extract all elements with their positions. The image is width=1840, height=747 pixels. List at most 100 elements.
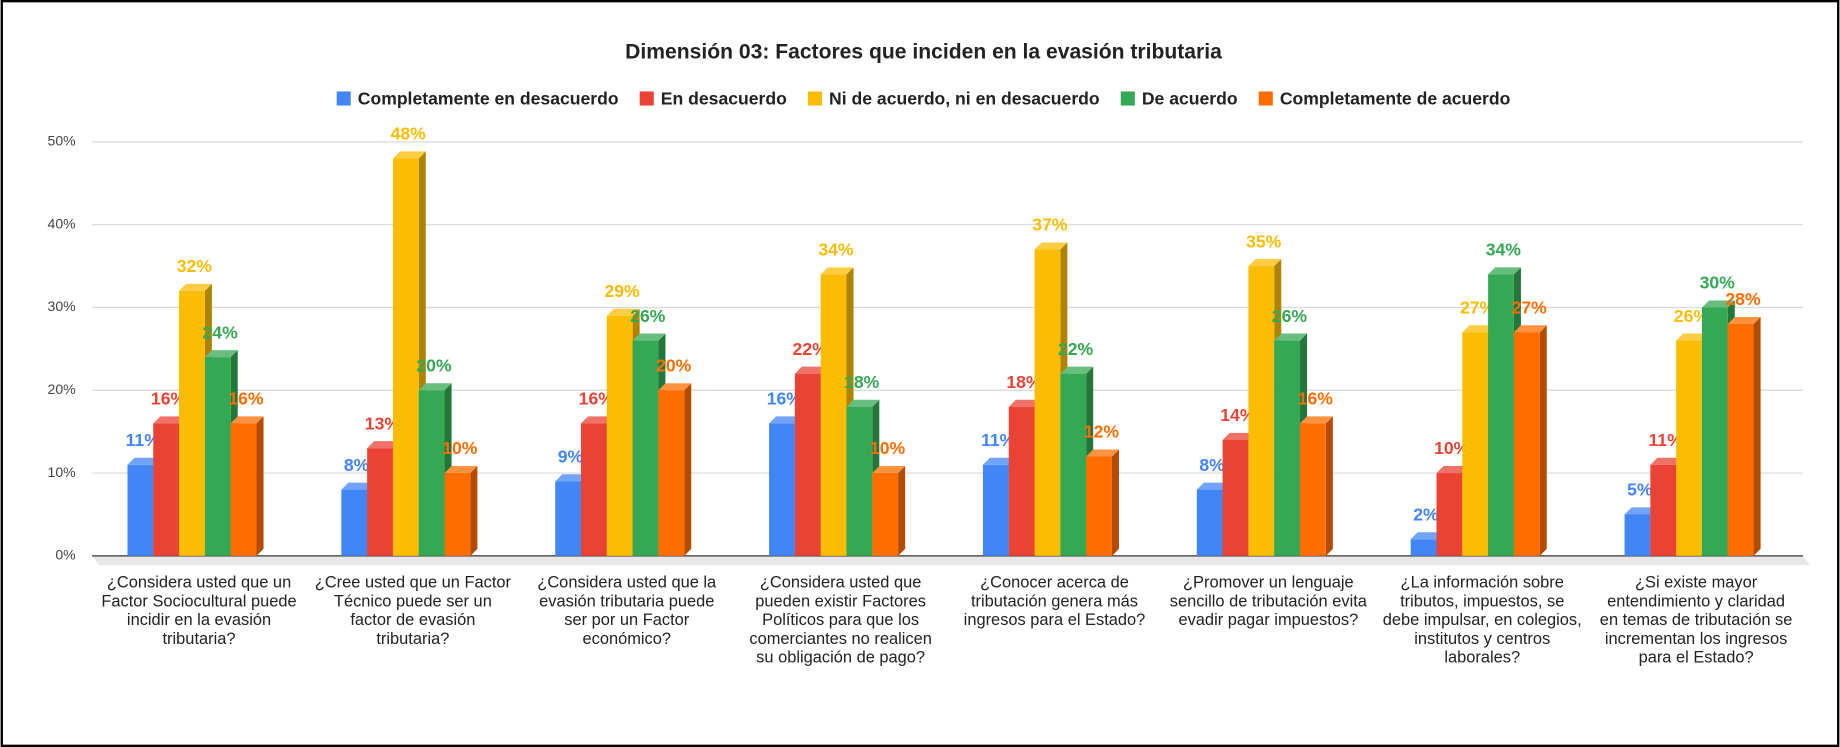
legend-swatch (1258, 91, 1273, 106)
bar (820, 274, 847, 556)
bar (1060, 373, 1087, 556)
bar-top (230, 416, 264, 424)
data-label: 8% (1199, 455, 1225, 475)
data-label: 2% (1413, 504, 1439, 524)
bar-side (256, 416, 264, 556)
bar-top (1248, 259, 1282, 267)
bar (1701, 307, 1728, 556)
bar (444, 473, 471, 556)
data-label: 34% (1486, 240, 1522, 260)
bar-top (1650, 457, 1684, 465)
bar (1462, 332, 1489, 556)
data-label: 35% (1246, 231, 1282, 251)
data-label: 30% (1700, 273, 1736, 293)
legend-item: En desacuerdo (639, 88, 787, 108)
bar-top (606, 308, 640, 316)
data-label: 34% (818, 240, 854, 260)
data-label: 10% (442, 438, 478, 458)
bar-top (1060, 366, 1094, 374)
data-label: 48% (391, 124, 427, 144)
data-label: 16% (151, 389, 187, 409)
x-tick-label: ¿Considera usted que un Factor Sociocult… (101, 572, 297, 648)
bar (632, 340, 659, 556)
bar (179, 290, 205, 556)
bar-top (179, 283, 212, 291)
data-label: 12% (1084, 422, 1120, 442)
bar-top (1624, 507, 1658, 515)
data-label: 11% (126, 430, 161, 450)
floor (92, 555, 1811, 566)
bar-top (1513, 325, 1547, 333)
bar-top (1436, 466, 1470, 474)
bar (581, 423, 607, 556)
data-label: 27% (1512, 298, 1548, 318)
bar-top (1727, 317, 1761, 325)
bar (230, 423, 257, 556)
x-tick-label-box: ¿Cree usted que un Factor Técnico puede … (314, 572, 511, 648)
data-label: 26% (1272, 306, 1308, 326)
y-tick-label: 20% (48, 381, 76, 397)
bar (1650, 464, 1677, 556)
bar (606, 315, 633, 556)
data-label: 22% (1058, 339, 1094, 359)
bar-top (341, 482, 375, 490)
bar-top (982, 457, 1016, 465)
bar-side (1539, 325, 1547, 556)
bar (1488, 274, 1514, 556)
data-label: 28% (1725, 289, 1761, 309)
bar (1300, 423, 1326, 556)
bar-top (444, 466, 478, 474)
bar-side (684, 383, 692, 556)
bar (1274, 340, 1301, 556)
x-tick-label-box: ¿La información sobre tributos, impuesto… (1383, 572, 1582, 666)
bar-top (1488, 267, 1521, 275)
bar-top (1196, 482, 1230, 490)
x-tick-label-box: ¿Considera usted que pueden existir Fact… (749, 572, 932, 667)
bar-top (1274, 333, 1308, 341)
data-label: 32% (177, 256, 213, 276)
bar-top (794, 366, 828, 374)
bar (341, 489, 368, 556)
data-label: 18% (1006, 372, 1042, 392)
x-tick-label: ¿Considera usted que la evasión tributar… (537, 572, 717, 648)
bar (204, 357, 231, 556)
bar-top (1034, 242, 1068, 250)
data-label: 20% (656, 355, 692, 375)
bar-top (872, 466, 906, 474)
x-tick-label: ¿Si existe mayor entendimiento y clarida… (1599, 572, 1793, 667)
bar (153, 423, 180, 556)
data-label: 27% (1460, 298, 1496, 318)
legend-label: Completamente en desacuerdo (358, 88, 619, 108)
data-label: 16% (767, 389, 803, 409)
y-tick-label: 30% (48, 298, 76, 314)
bar (982, 464, 1009, 556)
data-label: 5% (1627, 480, 1653, 500)
legend-item: De acuerdo (1120, 88, 1238, 108)
data-label: 9% (558, 447, 584, 467)
legend-label: Ni de acuerdo, ni en desacuerdo (829, 88, 1100, 108)
bar-side (898, 466, 906, 556)
bar (1222, 439, 1249, 556)
bar (872, 473, 899, 556)
bar-top (820, 267, 854, 275)
data-label: 10% (1434, 438, 1470, 458)
bar (1436, 473, 1463, 556)
legend-item: Ni de acuerdo, ni en desacuerdo (807, 88, 1100, 108)
bar (1008, 406, 1035, 556)
bar-top (1462, 325, 1496, 333)
data-label: 22% (793, 339, 829, 359)
bar-top (846, 399, 880, 407)
y-tick-label: 0% (55, 547, 75, 563)
bar-side (1111, 449, 1119, 556)
legend-item: Completamente en desacuerdo (336, 88, 619, 108)
bar (1196, 489, 1223, 556)
x-tick-label: ¿Cree usted que un Factor Técnico puede … (314, 572, 511, 648)
bar (1248, 266, 1275, 556)
x-tick-label: ¿Conocer acerca de tributación genera má… (963, 572, 1146, 629)
y-tick-label: 10% (48, 464, 76, 480)
x-tick-label: ¿Considera usted que pueden existir Fact… (749, 572, 932, 667)
bar-top (658, 383, 692, 391)
data-label: 26% (1674, 306, 1710, 326)
bar-side (470, 466, 478, 556)
bar-top (769, 416, 802, 424)
